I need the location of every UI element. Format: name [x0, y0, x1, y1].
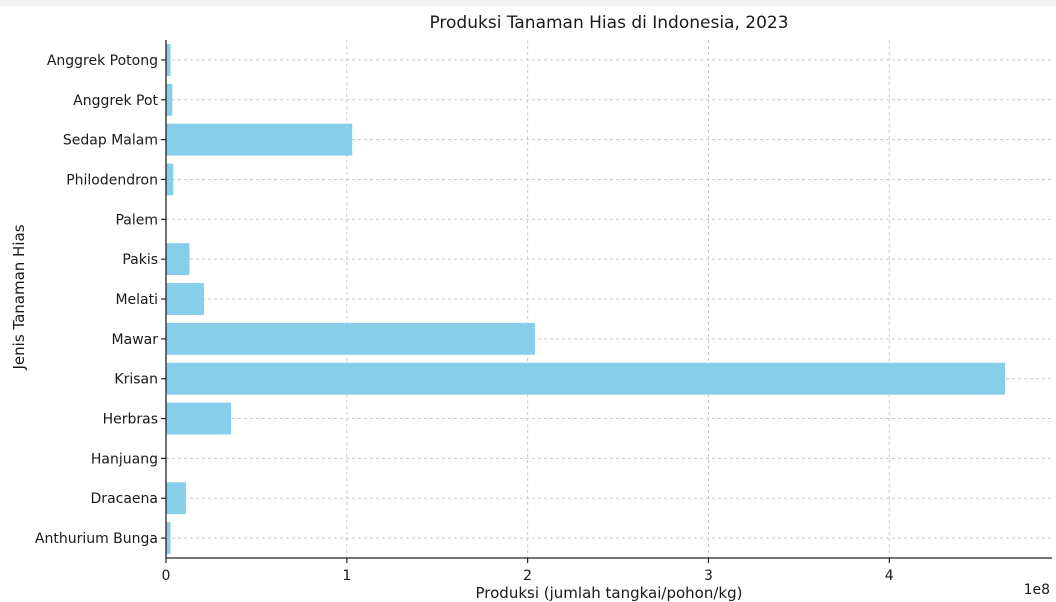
top-decorative-strip	[0, 0, 1056, 6]
y-tick-label: Dracaena	[91, 491, 158, 507]
bars	[166, 43, 1005, 555]
bar	[166, 283, 204, 315]
y-tick-label: Anggrek Potong	[47, 53, 158, 69]
bar	[166, 243, 190, 276]
y-axis-label: Jenis Tanaman Hias	[10, 224, 28, 370]
x-tick-label: 1	[342, 568, 351, 584]
y-tick-label: Palem	[115, 212, 158, 228]
axes: 0 1 2 3 4 Anggrek Potong Anggrek Pot Sedap Mala…	[35, 40, 1052, 584]
y-tick-label: Krisan	[114, 372, 158, 388]
chart-title: Produksi Tanaman Hias di Indonesia, 2023	[429, 13, 788, 33]
y-tick-label: Philodendron	[66, 172, 158, 188]
bar	[166, 83, 173, 116]
y-tick-label: Hanjuang	[91, 451, 158, 467]
bar	[166, 482, 186, 515]
x-tick-label: 4	[885, 568, 894, 584]
bar	[166, 402, 232, 435]
y-tick-label: Melati	[115, 292, 158, 308]
x-axis-label: Produksi (jumlah tangkai/pohon/kg)	[476, 584, 743, 602]
y-tick-label: Herbras	[103, 412, 158, 428]
bar	[166, 322, 535, 355]
y-tick-label: Sedap Malam	[63, 133, 158, 149]
bar	[166, 123, 353, 156]
y-tick-label: Anggrek Pot	[73, 93, 158, 109]
y-tick-label: Mawar	[112, 332, 159, 348]
bar	[166, 522, 171, 555]
bar	[166, 163, 174, 196]
bar	[166, 362, 1005, 395]
x-tick-label: 3	[704, 568, 713, 584]
grid-lines	[165, 40, 1052, 558]
y-tick-label: Anthurium Bunga	[35, 531, 158, 547]
bar	[166, 43, 171, 76]
x-axis-scale-label: 1e8	[1024, 582, 1050, 598]
x-tick-label: 0	[162, 568, 171, 584]
y-tick-label: Pakis	[122, 252, 158, 268]
x-tick-label: 2	[523, 568, 532, 584]
